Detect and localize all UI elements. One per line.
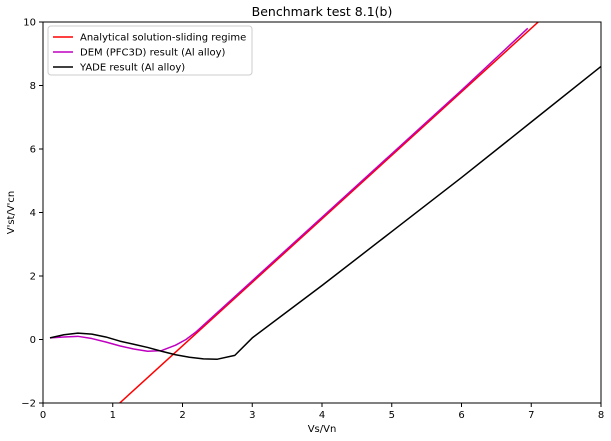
legend-label: YADE result (Al alloy) — [79, 63, 185, 74]
x-tick-label: 3 — [249, 410, 255, 421]
x-tick-label: 6 — [458, 410, 464, 421]
legend-label: DEM (PFC3D) result (Al alloy) — [80, 48, 226, 59]
legend: Analytical solution-sliding regime DEM (P… — [47, 25, 253, 76]
legend-label: Analytical solution-sliding regime — [80, 33, 246, 44]
x-tick-label: 4 — [319, 410, 325, 421]
x-tick-label: 2 — [179, 410, 185, 421]
y-tick-label: 4 — [30, 208, 36, 219]
y-tick-label: 8 — [30, 81, 36, 92]
y-tick-label: −2 — [21, 399, 36, 410]
x-tick-label: 7 — [528, 410, 534, 421]
y-tick-label: 2 — [30, 272, 36, 283]
x-axis-label: Vs/Vn — [308, 424, 337, 435]
series-line-1 — [119, 22, 539, 403]
series-line-2 — [49, 27, 529, 352]
y-axis-label: V'st/V'cn — [6, 191, 17, 235]
y-tick-label: 6 — [30, 145, 36, 156]
x-tick-label: 0 — [40, 410, 46, 421]
x-tick-label: 1 — [110, 410, 116, 421]
legend-box — [47, 25, 253, 76]
y-tick-label: 10 — [23, 18, 36, 29]
plot-area — [49, 22, 601, 403]
x-tick-label: 5 — [389, 410, 395, 421]
series-line-3 — [49, 65, 601, 360]
y-tick-label: 0 — [30, 335, 36, 346]
chart-title: Benchmark test 8.1(b) — [252, 4, 393, 19]
y-axis: −2 0 2 4 6 8 10 — [21, 18, 43, 410]
x-axis: 0 1 2 3 4 5 6 7 8 — [40, 403, 604, 421]
axes-frame — [42, 21, 602, 404]
x-tick-label: 8 — [598, 410, 604, 421]
